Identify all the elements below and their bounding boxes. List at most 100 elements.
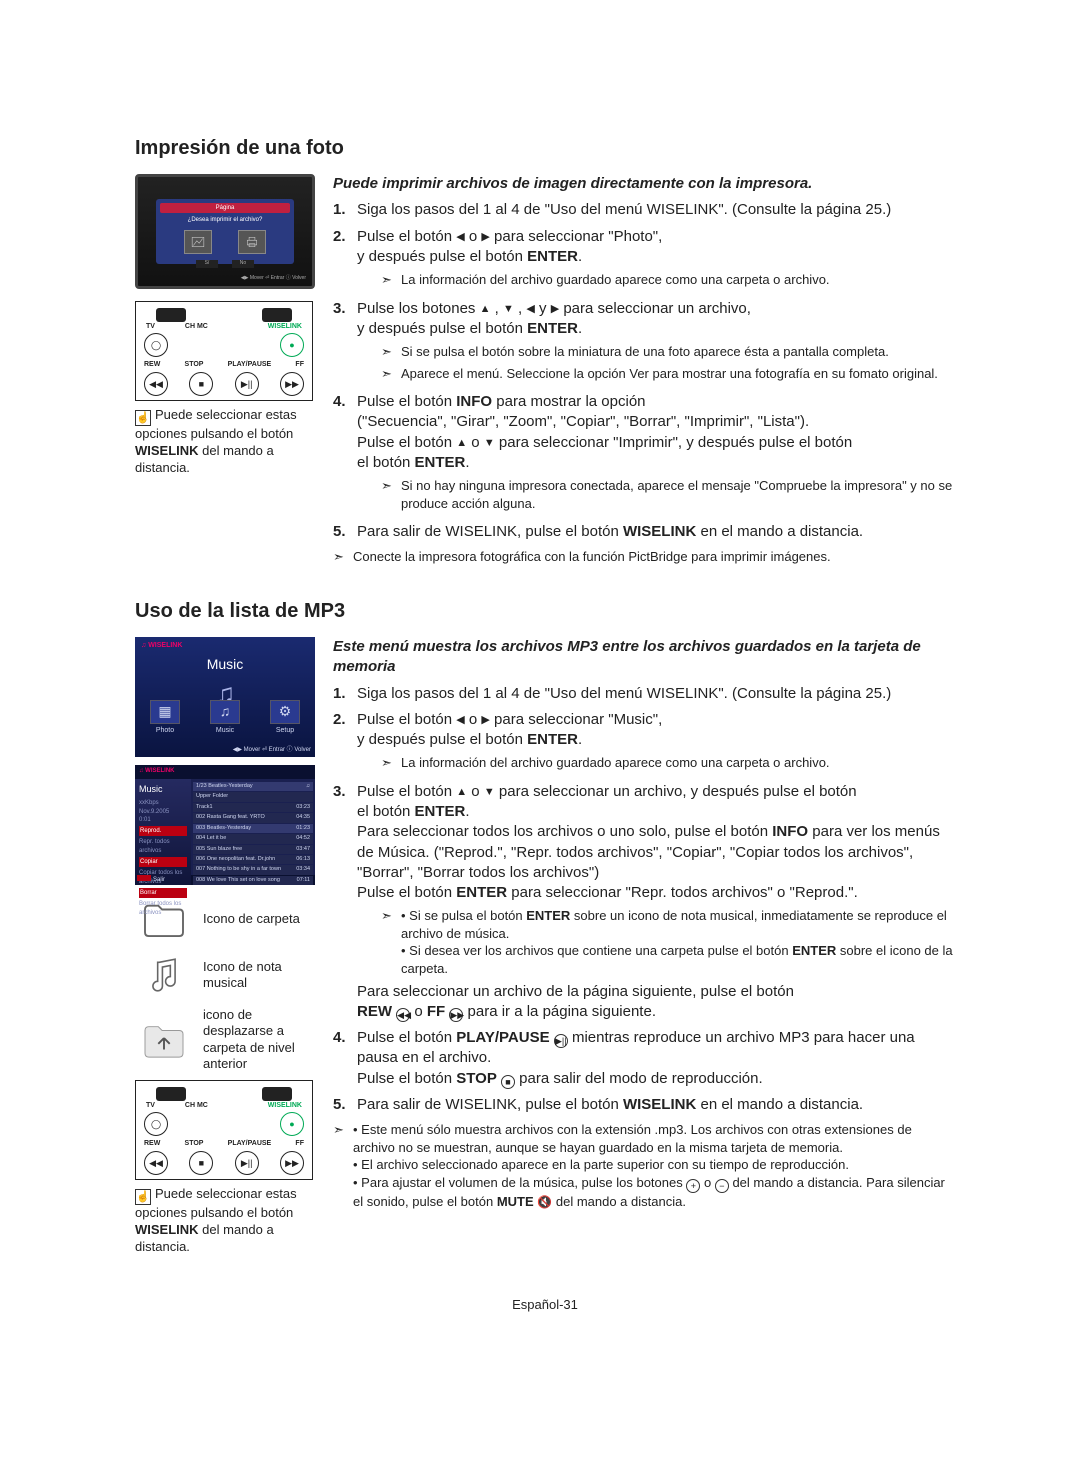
s2-step5: Para salir de WISELINK, pulse el botón W… — [357, 1095, 955, 1115]
s2-step4: Pulse el botón PLAY/PAUSE ▶|| mientras r… — [357, 1028, 955, 1089]
thumb-icon — [184, 230, 212, 254]
note-arrow-icon: ➣ — [333, 548, 353, 566]
remote-lbl-stop: STOP — [185, 360, 204, 369]
remote-tv-icon: ◯ — [144, 333, 168, 357]
step-num: 3. — [333, 782, 357, 1022]
folder-icon-label: Icono de carpeta — [203, 911, 315, 927]
down-icon: ▼ — [484, 436, 495, 451]
remote-rew-icon: ◀◀ — [144, 1151, 168, 1175]
section2-title: Uso de la lista de MP3 — [135, 598, 955, 625]
tv-dialog-question: ¿Desea imprimir el archivo? — [160, 216, 290, 224]
up-icon: ▲ — [456, 785, 467, 800]
photo-thumb-icon: ▦ — [150, 700, 180, 724]
step-num: 4. — [333, 1028, 357, 1089]
mute-icon: 🔇 — [537, 1195, 552, 1209]
down-icon: ▼ — [503, 302, 514, 317]
step-num: 2. — [333, 227, 357, 293]
remote-playpause-icon: ▶|| — [235, 1151, 259, 1175]
playpause-icon: ▶|| — [554, 1034, 568, 1048]
step-num: 4. — [333, 392, 357, 516]
s1-final: Conecte la impresora fotográfica con la … — [353, 548, 955, 566]
left-icon: ◀ — [456, 713, 464, 728]
step-num: 1. — [333, 684, 357, 704]
s1-step3: Pulse los botones ▲ , ▼ , ◀ y ▶ para sel… — [357, 299, 955, 387]
remote-lbl-playpause: PLAY/PAUSE — [228, 360, 272, 369]
s2-step1: Siga los pasos del 1 al 4 de "Uso del me… — [357, 684, 955, 704]
rew-icon: ◀◀ — [396, 1008, 410, 1022]
hand-icon: ☝ — [135, 410, 151, 426]
music1-title: Music — [135, 655, 315, 674]
up-icon: ▲ — [456, 436, 467, 451]
step-num: 5. — [333, 522, 357, 542]
music2-hdr: ♫ WISELINK — [139, 767, 175, 775]
up-folder-icon-label: icono de desplazarse a carpeta de nivel … — [203, 1007, 315, 1072]
remote-playpause-icon: ▶|| — [235, 372, 259, 396]
tv-screenshot-photo: Página ¿Desea imprimir el archivo? Sí No… — [135, 174, 315, 289]
right-icon: ▶ — [481, 230, 489, 245]
music1-foot: ◀▶ Mover ⏎ Entrar ⓘ Volver — [233, 746, 311, 754]
remote-rew-icon: ◀◀ — [144, 372, 168, 396]
remote-ff-icon: ▶▶ — [280, 1151, 304, 1175]
music2-tracklist: 1/23 Beatles-Yesterday♫ Upper Folder Tra… — [191, 779, 315, 875]
music2-menu-item: Borrar — [139, 888, 187, 898]
music2-menu-item: Copiar — [139, 857, 187, 867]
page-footer: Español-31 — [135, 1296, 955, 1314]
music2-menu-item: Borrar todos los archivos — [139, 900, 187, 917]
music1-hdr: ♫ WISELINK — [141, 641, 182, 650]
ff-icon: ▶▶ — [449, 1008, 463, 1022]
remote-lbl-ff: FF — [295, 360, 304, 369]
remote-lbl-wiselink: WISELINK — [268, 322, 302, 331]
setup-thumb-icon: ⚙ — [270, 700, 300, 724]
remote-caption-2: ☝Puede seleccionar estas opciones pulsan… — [135, 1186, 315, 1256]
note-arrow-icon: ➣ — [381, 271, 401, 289]
tv-btn-yes: Sí — [196, 260, 218, 268]
note-arrow-icon: ➣ — [381, 343, 401, 361]
remote-wiselink-icon: ● — [280, 333, 304, 357]
step-num: 3. — [333, 299, 357, 387]
music2-menu-item: Reprod. — [139, 826, 187, 836]
remote-lbl-tv: TV — [146, 322, 155, 331]
printer-icon — [238, 230, 266, 254]
vol-down-icon: − — [715, 1179, 729, 1193]
tv-btn-no: No — [232, 260, 254, 268]
remote-caption-1: ☝Puede seleccionar estas opciones pulsan… — [135, 407, 315, 477]
remote-tv-icon: ◯ — [144, 1112, 168, 1136]
left-icon: ◀ — [526, 302, 534, 317]
section2-intro: Este menú muestra los archivos MP3 entre… — [333, 637, 955, 678]
music-thumb-icon: ♫ — [210, 700, 240, 724]
remote-diagram-1: TV CH MC WISELINK ◯ ● REW STOP PLAY/PAUS… — [135, 301, 313, 401]
note-arrow-icon: ➣ — [381, 365, 401, 383]
right-icon: ▶ — [551, 302, 559, 317]
s1-step5: Para salir de WISELINK, pulse el botón W… — [357, 522, 955, 542]
s1-step1: Siga los pasos del 1 al 4 de "Uso del me… — [357, 200, 955, 220]
up-icon: ▲ — [480, 302, 491, 317]
remote-wiselink-icon: ● — [280, 1112, 304, 1136]
step-num: 1. — [333, 200, 357, 220]
note-arrow-icon: ➣ — [381, 477, 401, 512]
vol-up-icon: + — [686, 1179, 700, 1193]
music2-side-title: Music — [139, 783, 187, 795]
stop-icon: ■ — [501, 1075, 515, 1089]
down-icon: ▼ — [484, 785, 495, 800]
s1-step4: Pulse el botón INFO para mostrar la opci… — [357, 392, 955, 516]
music-note-icon — [135, 951, 193, 999]
note-arrow-icon: ➣ — [381, 907, 401, 977]
tv-footer: ◀▶ Mover ⏎ Entrar ⓘ Volver — [241, 275, 306, 282]
music-note-icon-label: Icono de nota musical — [203, 959, 315, 992]
tv-screenshot-music-menu: ♫ WISELINK Music ♫ ▦Photo ♫Music ⚙Setup … — [135, 637, 315, 757]
right-icon: ▶ — [481, 713, 489, 728]
step-num: 5. — [333, 1095, 357, 1115]
s2-final: Este menú sólo muestra archivos con la e… — [353, 1121, 955, 1210]
hand-icon: ☝ — [135, 1189, 151, 1205]
remote-diagram-2: TV CH MC WISELINK ◯ ● REW STOP PLAY/PAUS… — [135, 1080, 313, 1180]
remote-stop-icon: ■ — [189, 1151, 213, 1175]
remote-lbl-rew: REW — [144, 360, 160, 369]
note-arrow-icon: ➣ — [381, 754, 401, 772]
section1-intro: Puede imprimir archivos de imagen direct… — [333, 174, 955, 194]
s1-step2: Pulse el botón ◀ o ▶ para seleccionar "P… — [357, 227, 955, 293]
music2-menu-item: Repr. todos archivos — [139, 838, 187, 855]
remote-stop-icon: ■ — [189, 372, 213, 396]
s2-step3: Pulse el botón ▲ o ▼ para seleccionar un… — [357, 782, 955, 1022]
tv-dialog-header: Página — [160, 203, 290, 213]
section1-title: Impresión de una foto — [135, 135, 955, 162]
